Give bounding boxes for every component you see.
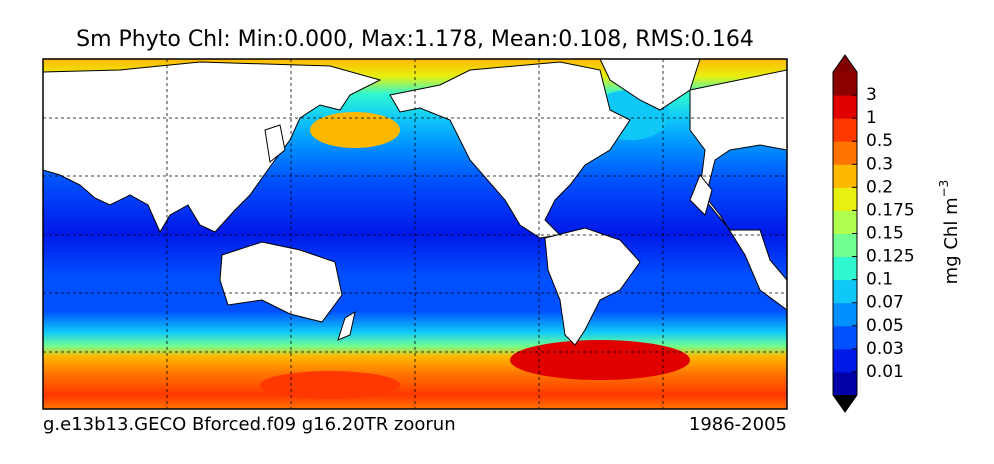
map-frame	[42, 58, 788, 410]
colorbar-bin	[833, 118, 857, 142]
colorbar-label-exponent: −3	[937, 180, 951, 198]
ocean-feature	[510, 340, 690, 380]
colorbar-tick-label: 3	[866, 85, 877, 105]
footer-right: 1986-2005	[689, 414, 787, 435]
land	[43, 59, 787, 346]
colorbar-extend-under	[833, 395, 857, 412]
ocean-feature	[310, 112, 400, 148]
colorbar-bin	[833, 187, 857, 211]
colorbar-extend-over	[833, 55, 857, 72]
colorbar: 0.01 0.03 0.05 0.07 0.1 0.125 0.15 0.175 0.2 0.3 0…	[832, 54, 915, 413]
graticule	[43, 59, 787, 409]
colorbar-tick-label: 0.125	[866, 247, 915, 267]
colorbar-label-text: mg Chl m	[941, 197, 962, 284]
colorbar-tick-label: 0.2	[866, 177, 893, 197]
colorbar-tick-label: 0.01	[866, 362, 904, 382]
colorbar-bin	[833, 141, 857, 165]
colorbar-bin	[833, 348, 857, 373]
ocean-feature	[260, 371, 400, 399]
colorbar-tick-label: 1	[866, 108, 877, 128]
colorbar-tick-label: 0.03	[866, 339, 904, 359]
colorbar-bin	[833, 371, 857, 396]
colorbar-bin	[833, 325, 857, 350]
colorbar-bin	[833, 256, 857, 281]
colorbar-tick-label: 0.3	[866, 154, 893, 174]
colorbar-tick-label: 0.07	[866, 293, 904, 313]
footer-left: g.e13b13.GECO Bforced.f09 g16.20TR zooru…	[43, 414, 456, 435]
colorbar-bin	[833, 279, 857, 304]
colorbar-bin	[833, 164, 857, 188]
colorbar-bin	[833, 210, 857, 234]
title: Sm Phyto Chl: Min:0.000, Max:1.178, Mean…	[76, 27, 754, 52]
colorbar-tick-label: 0.15	[866, 224, 904, 244]
colorbar-bin	[833, 233, 857, 258]
map	[43, 59, 787, 409]
colorbar-tick-label: 0.175	[866, 200, 915, 220]
colorbar-outline	[832, 54, 858, 413]
colorbar-tick-label: 0.5	[866, 131, 893, 151]
colorbar-tick-label: 0.05	[866, 316, 904, 336]
colorbar-bin	[833, 72, 857, 96]
colorbar-tick-label: 0.1	[866, 270, 893, 290]
colorbar-label: mg Chl m−3	[937, 180, 963, 285]
colorbar-bin	[833, 302, 857, 327]
colorbar-bin	[833, 95, 857, 119]
